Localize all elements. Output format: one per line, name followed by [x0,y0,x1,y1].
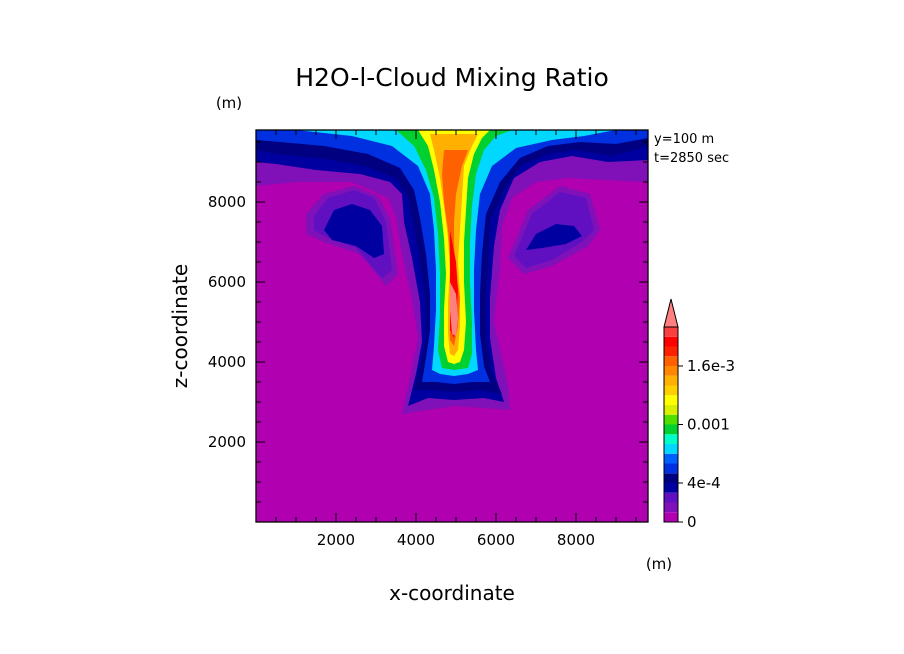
colorbar-bin [664,395,678,405]
contour-region-6 [324,204,384,258]
y-axis-unit: (m) [216,94,242,112]
axis-ticks: 2000 4000 6000 8000 2000 4000 6000 8000 [208,130,648,549]
colorbar-bin [664,336,678,347]
y-tick-label: 4000 [208,353,246,371]
colorbar-tick-label: 4e-4 [687,474,721,492]
colorbar-bin [664,473,678,483]
colorbar-tick-label: 1.6e-3 [687,357,735,375]
plot-frame [255,129,649,523]
colorbar-bin [664,512,678,522]
colorbar-tick-label: 0 [687,513,697,531]
colorbar: 0 4e-4 0.001 1.6e-3 [663,298,735,531]
colorbar-bin [664,375,678,386]
colorbar-bin [664,346,678,357]
colorbar-bin [664,385,678,396]
colorbar-bin [664,414,678,425]
colorbar-bin [664,434,678,444]
contour-region-7 [526,224,582,250]
contour-regions [256,130,648,522]
colorbar-extension-arrow [663,298,679,328]
x-axis-label: x-coordinate [389,581,515,605]
colorbar-bin [664,453,678,464]
y-tick-label: 6000 [208,273,246,291]
x-tick-label: 6000 [477,531,515,549]
colorbar-bin [664,327,678,337]
colorbar-bin [664,502,678,513]
colorbar-bin [664,405,678,415]
colorbar-bin [664,366,678,376]
x-tick-label: 4000 [397,531,435,549]
annotation-time: t=2850 sec [654,151,729,166]
chart-title: H2O-l-Cloud Mixing Ratio [295,63,609,92]
colorbar-bin [664,356,678,366]
colorbar-tick-label: 0.001 [687,416,730,434]
y-axis-label: z-coordinate [168,264,192,388]
x-axis-unit: (m) [646,555,672,573]
y-tick-label: 8000 [208,193,246,211]
annotation-y-position: y=100 m [654,132,714,147]
x-tick-label: 8000 [557,531,595,549]
contour-region-16 [450,282,458,336]
colorbar-bin [664,492,678,503]
colorbar-bin [664,463,678,474]
y-tick-label: 2000 [208,433,246,451]
colorbar-bin [664,424,678,435]
x-tick-label: 2000 [317,531,355,549]
colorbar-bin [664,444,678,454]
contour-region-14 [442,150,468,346]
colorbar-bin [664,483,678,493]
